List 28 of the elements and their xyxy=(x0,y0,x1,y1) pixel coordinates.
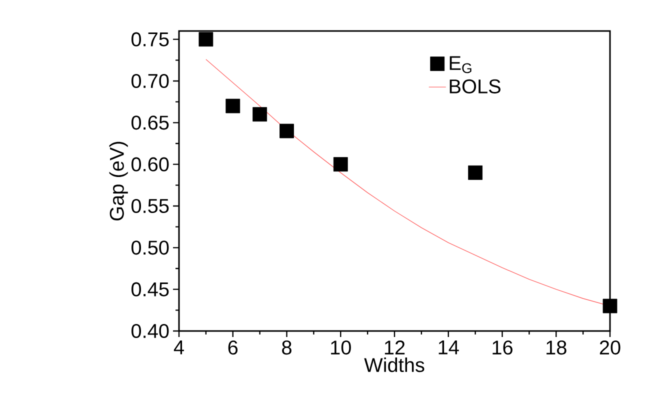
x-tick-label: 16 xyxy=(492,340,512,355)
y-tick-label: 0.40 xyxy=(132,324,169,338)
y-tick-label: 0.70 xyxy=(132,74,169,88)
x-tick-label: 8 xyxy=(282,340,292,355)
y-axis-title: Gap (eV) xyxy=(109,142,128,220)
point xyxy=(602,298,618,314)
legend-label: E$_{G}$ xyxy=(450,56,472,74)
point xyxy=(468,165,483,180)
y-tick-label: 0.45 xyxy=(132,282,169,296)
x-tick-label: 4 xyxy=(174,340,184,354)
y-tick-label: 0.55 xyxy=(132,198,169,214)
point xyxy=(333,157,348,172)
x-axis-title: Widths xyxy=(364,357,424,372)
y-tick-label: 0.75 xyxy=(132,32,169,46)
x-tick-label: 6 xyxy=(228,340,238,355)
point xyxy=(280,124,294,138)
point xyxy=(252,107,268,122)
y-tick-label: 0.60 xyxy=(132,157,169,172)
x-tick-label: 18 xyxy=(546,340,566,355)
y-tick-label: 0.50 xyxy=(132,240,169,255)
y-tick-label: 0.65 xyxy=(132,116,169,130)
x-tick-label: 12 xyxy=(384,340,405,354)
x-tick-label: 14 xyxy=(438,340,459,354)
point xyxy=(198,32,214,47)
point xyxy=(226,98,240,114)
x-tick-label: 10 xyxy=(331,340,351,355)
legend-label: BOLS xyxy=(450,79,500,94)
x-tick-label: 20 xyxy=(600,340,620,355)
